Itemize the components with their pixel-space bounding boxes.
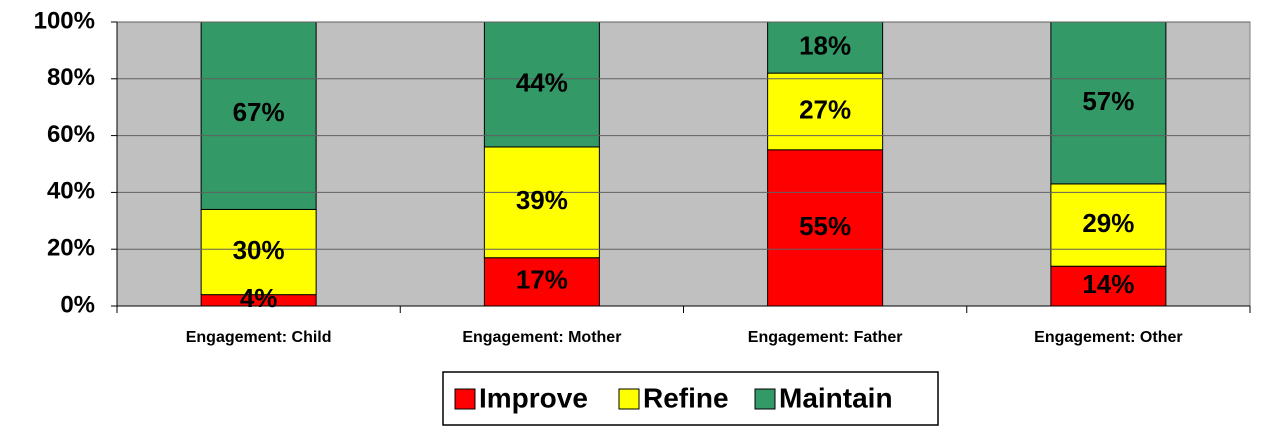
data-label: 27% xyxy=(799,94,851,124)
data-label: 44% xyxy=(516,67,568,97)
data-label: 55% xyxy=(799,211,851,241)
bar-segment xyxy=(1050,265,1167,306)
legend-swatch xyxy=(618,388,640,410)
x-tick-label: Engagement: Mother xyxy=(462,329,621,346)
data-label: 18% xyxy=(799,30,851,60)
data-label: 39% xyxy=(516,185,568,215)
y-tick-label: 20% xyxy=(47,235,95,262)
y-tick-label: 80% xyxy=(47,64,95,91)
bar-segment xyxy=(200,22,317,210)
bar-segment xyxy=(483,257,600,306)
legend-label: Maintain xyxy=(779,382,893,413)
bar-segment xyxy=(767,72,884,151)
y-tick-label: 60% xyxy=(47,121,95,148)
bar-segment xyxy=(483,22,600,148)
x-tick-label: Engagement: Other xyxy=(1034,329,1182,346)
bar-segment xyxy=(1050,22,1167,185)
data-label: 30% xyxy=(233,235,285,265)
y-tick-label: 100% xyxy=(34,7,95,34)
data-label: 4% xyxy=(240,283,278,313)
legend-box xyxy=(442,371,939,426)
legend-swatch xyxy=(454,388,476,410)
plot xyxy=(200,22,1167,306)
data-label: 57% xyxy=(1082,86,1134,116)
bar-segment xyxy=(767,22,884,74)
legend-swatch xyxy=(754,388,776,410)
data-label: 29% xyxy=(1082,208,1134,238)
x-tick-label: Engagement: Child xyxy=(186,329,332,346)
x-tick-label: Engagement: Father xyxy=(748,329,903,346)
y-tick-label: 40% xyxy=(47,178,95,205)
legend-label: Refine xyxy=(643,382,729,413)
data-label: 67% xyxy=(233,97,285,127)
data-label: 14% xyxy=(1082,269,1134,299)
data-label: 17% xyxy=(516,265,568,295)
y-tick-label: 0% xyxy=(60,291,95,318)
legend-label: Improve xyxy=(479,382,588,413)
bar-segment xyxy=(200,208,317,296)
